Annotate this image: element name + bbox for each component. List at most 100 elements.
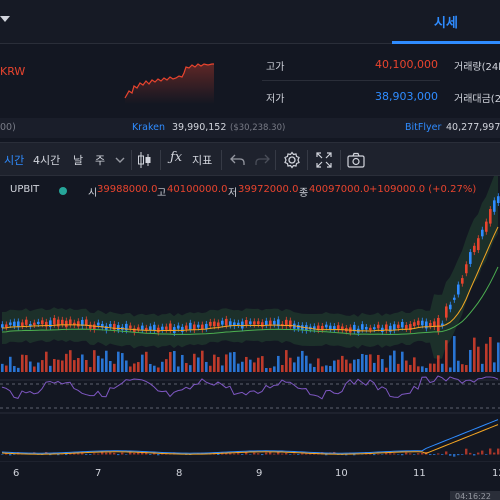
candlestick-icon[interactable] — [137, 151, 151, 169]
volume-bar — [161, 361, 164, 372]
kraken-price: 39,990,152 — [172, 122, 227, 133]
volume-bar — [237, 363, 240, 372]
interval-week-button[interactable]: 주 — [95, 154, 106, 167]
candle — [337, 325, 340, 330]
candle — [89, 324, 92, 329]
tab-active-underline — [392, 41, 500, 44]
volume-bar — [37, 362, 40, 372]
candle — [469, 252, 472, 264]
candle — [393, 324, 396, 331]
candle — [73, 322, 76, 326]
volume-bar — [437, 355, 440, 372]
macd-line — [1, 419, 499, 454]
candle — [425, 321, 428, 329]
macd-histogram-bar — [281, 453, 284, 455]
volume-bar — [157, 367, 160, 372]
candle — [205, 323, 208, 329]
candle — [165, 326, 168, 330]
volume-bar — [257, 357, 260, 372]
chart-toolbar: 시간 4시간 날 주 ƒx 지표 — [0, 142, 500, 176]
camera-icon[interactable] — [347, 152, 365, 168]
volume-bar — [181, 354, 184, 372]
candle — [233, 322, 236, 327]
candle — [25, 319, 28, 325]
mini-price-chart — [124, 63, 214, 104]
interval-day-button[interactable]: 날 — [73, 154, 84, 167]
volume-bar — [385, 367, 388, 372]
macd-histogram-bar — [97, 453, 100, 455]
settings-gear-icon[interactable] — [283, 151, 301, 169]
candle — [185, 325, 188, 330]
volume-bar — [89, 367, 92, 372]
macd-histogram-bar — [353, 454, 356, 456]
volume-bar — [9, 356, 12, 372]
candle — [389, 325, 392, 332]
volume-bar — [281, 364, 284, 372]
kraken-usd-price: ($30,238.30) — [230, 123, 286, 133]
x-axis: 6 7 8 9 10 11 12 — [0, 462, 500, 486]
candle — [449, 304, 452, 310]
candle — [473, 245, 476, 253]
chevron-down-icon[interactable] — [115, 156, 125, 164]
volume-bar — [317, 358, 320, 372]
low-value: 38,903,000 — [375, 90, 438, 103]
candle — [229, 321, 232, 326]
indicators-button[interactable]: 지표 — [192, 154, 213, 167]
x-tick: 12 — [492, 468, 500, 479]
macd-histogram-bar — [237, 453, 240, 455]
volume-bar — [145, 351, 148, 372]
candle — [9, 322, 12, 325]
trade-amount-label: 거래대금(2 — [454, 94, 500, 105]
macd-histogram-bar — [413, 454, 416, 455]
toolbar-divider — [221, 150, 222, 170]
price-chart[interactable] — [0, 176, 500, 462]
candle — [477, 238, 480, 251]
volume-bar — [149, 363, 152, 372]
volume-bar — [357, 359, 360, 372]
volume-bar — [485, 343, 488, 372]
volume-bar — [325, 365, 328, 372]
macd-histogram-bar — [477, 452, 480, 455]
candle — [453, 297, 456, 300]
chevron-left-icon[interactable] — [0, 16, 10, 22]
macd-histogram-bar — [297, 454, 300, 455]
candle — [461, 278, 464, 284]
volume-bar — [293, 362, 296, 372]
macd-histogram-bar — [101, 452, 104, 455]
volume-bar — [129, 366, 132, 372]
macd-histogram-bar — [277, 452, 280, 455]
macd-signal-line — [1, 424, 499, 455]
tab-sise[interactable]: 시세 — [392, 0, 500, 44]
macd-histogram-bar — [217, 454, 220, 455]
redo-icon[interactable] — [254, 153, 270, 167]
volume-bar — [261, 356, 264, 372]
prev-change-text: 00) — [0, 122, 16, 133]
macd-histogram-bar — [5, 453, 8, 455]
volume-bar — [245, 356, 248, 372]
macd-histogram-bar — [445, 451, 448, 455]
macd-histogram-bar — [73, 452, 76, 455]
macd-histogram-bar — [241, 454, 244, 455]
volume-bar — [341, 355, 344, 372]
legend-exchange: UPBIT — [10, 184, 40, 195]
interval-4h-button[interactable]: 4시간 — [33, 154, 61, 167]
candle — [41, 320, 44, 325]
macd-histogram-bar — [257, 453, 260, 455]
macd-histogram-bar — [461, 454, 464, 455]
macd-histogram-bar — [125, 454, 128, 455]
volume-bar — [253, 362, 256, 372]
undo-icon[interactable] — [230, 153, 246, 167]
candle — [145, 327, 148, 331]
volume-bar — [125, 360, 128, 372]
fullscreen-icon[interactable] — [316, 152, 332, 168]
volume-bar — [73, 360, 76, 372]
macd-histogram-bar — [409, 453, 412, 455]
candle — [413, 322, 416, 327]
function-icon[interactable]: ƒx — [170, 150, 183, 165]
candle — [109, 323, 112, 327]
candle — [261, 322, 264, 327]
candle — [289, 320, 292, 328]
volume-bar — [381, 359, 384, 372]
interval-1h-button[interactable]: 시간 — [4, 154, 25, 167]
volume-bar — [117, 351, 120, 372]
